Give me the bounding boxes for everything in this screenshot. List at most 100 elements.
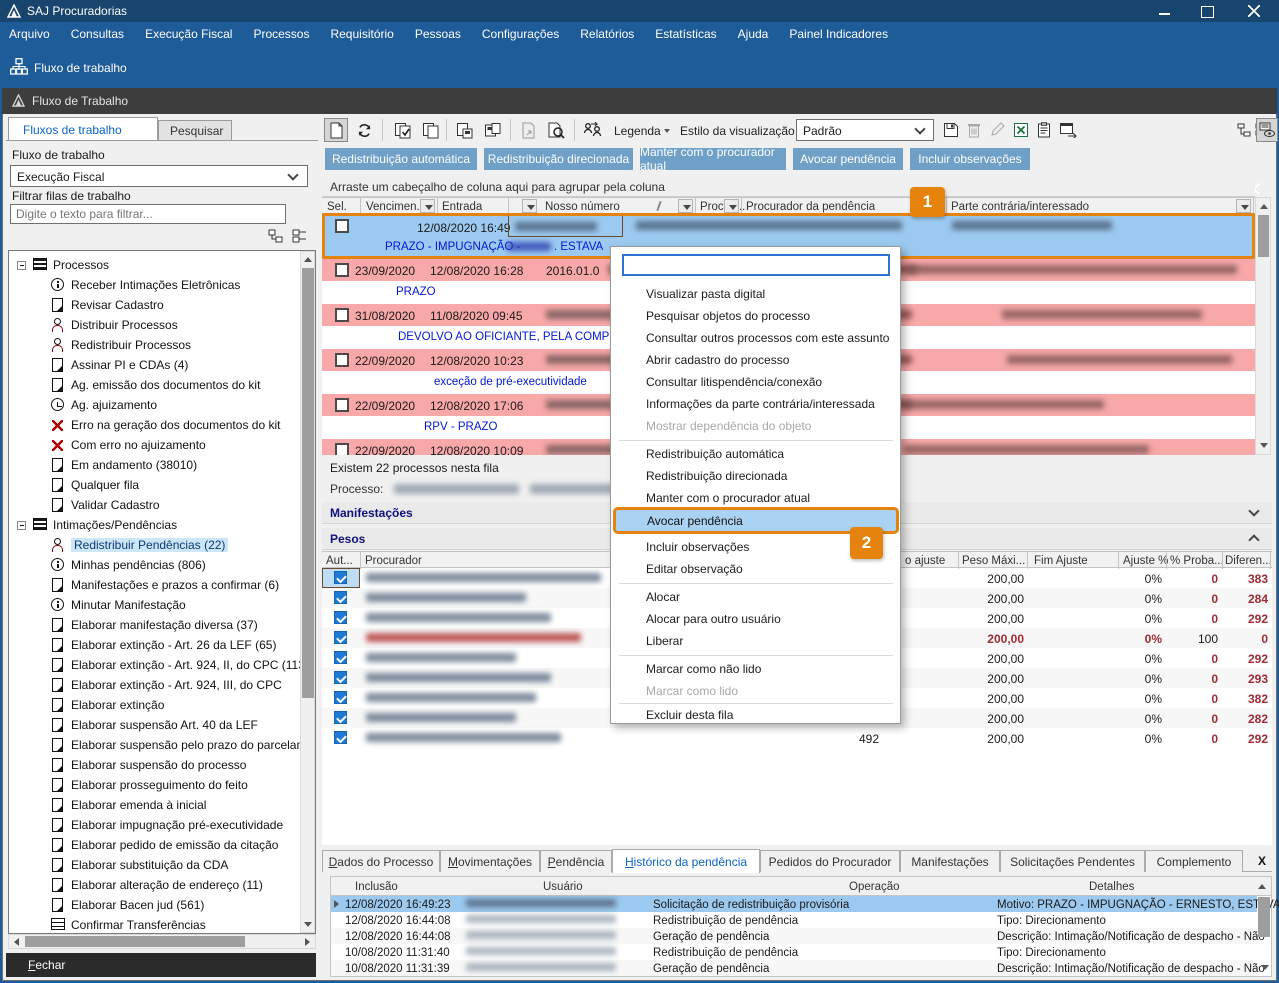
send-window-icon[interactable] [1056, 118, 1080, 142]
tree-item[interactable]: Elaborar alteração de endereço (11) [9, 875, 309, 895]
user-visibility-icon[interactable] [1256, 118, 1278, 142]
col-detalhes[interactable]: Detalhes [1089, 881, 1135, 893]
aut-checkbox[interactable] [334, 731, 347, 744]
menu-item-excluir-fila[interactable]: Excluir desta fila [646, 708, 734, 722]
grid-row-selected[interactable]: 12/08/2020 16:49 PRAZO - IMPUGNAÇÃO - . … [322, 214, 1255, 259]
menu-item-editar-observacao[interactable]: Editar observação [646, 562, 743, 576]
filter-vencimento-icon[interactable] [420, 199, 435, 213]
pesos-row[interactable]: 492 200,00 0% 0 292 [322, 728, 1272, 748]
tree-item[interactable]: Minutar Manifestação [9, 595, 309, 615]
tree-item-selected[interactable]: Redistribuir Pendências (22) [9, 535, 309, 555]
refresh-icon[interactable] [352, 118, 376, 142]
collapse-icon[interactable] [17, 261, 26, 270]
tree-item[interactable]: Assinar PI e CDAs (4) [9, 355, 309, 375]
col-fim-ajuste[interactable]: Fim Ajuste [1034, 555, 1088, 567]
copy-page-icon[interactable] [418, 118, 442, 142]
menu-ajuda[interactable]: Ajuda [737, 27, 769, 41]
menu-arquivo[interactable]: Arquivo [9, 27, 50, 41]
col-sel[interactable]: Sel. [327, 201, 347, 213]
col-usuario[interactable]: Usuário [543, 881, 583, 893]
filter-parte-icon[interactable] [1236, 199, 1251, 213]
menu-item-pesquisar-objetos[interactable]: Pesquisar objetos do processo [646, 309, 811, 323]
tree-item[interactable]: Ag. ajuizamento [9, 395, 309, 415]
legenda-dropdown[interactable]: Legenda [614, 124, 661, 138]
pesos-row[interactable]: 200,00 0% 0 383 [322, 568, 1272, 588]
tab-dados-processo[interactable]: Dados do Processo [322, 850, 440, 872]
tree-item[interactable]: Qualquer fila [9, 475, 309, 495]
shortcut-fluxo-trabalho[interactable]: Fluxo de trabalho [34, 61, 127, 75]
tree-item[interactable]: Elaborar impugnação pré-executividade [9, 815, 309, 835]
tree-item[interactable]: Elaborar manifestação diversa (37) [9, 615, 309, 635]
filter-input[interactable] [10, 204, 286, 224]
scroll-up-icon[interactable] [1258, 884, 1266, 889]
aut-checkbox[interactable] [334, 571, 347, 584]
history-row[interactable]: 12/08/2020 16:44:08 Redistribuição de pe… [345, 915, 1106, 927]
hierarchy-collapse-icon[interactable] [1236, 118, 1254, 142]
tree-item[interactable]: Elaborar Bacen jud (561) [9, 895, 309, 915]
col-aut[interactable]: Aut... [326, 555, 353, 567]
tree-item[interactable]: Confirmar Transferências [9, 915, 309, 933]
collapse-icon[interactable] [17, 521, 26, 530]
tree-item[interactable]: Elaborar substituição da CDA [9, 855, 309, 875]
row-checkbox[interactable] [335, 443, 349, 455]
scroll-down-icon[interactable] [1261, 965, 1269, 970]
menu-item-liberar[interactable]: Liberar [646, 634, 684, 648]
notes-icon[interactable] [1033, 118, 1055, 142]
tree-item[interactable]: Com erro no ajuizamento [9, 435, 309, 455]
estilo-combo[interactable]: Padrão [796, 119, 934, 141]
aut-checkbox[interactable] [334, 631, 347, 644]
tab-movimentacoes[interactable]: Movimentações [440, 850, 540, 872]
menu-consultas[interactable]: Consultas [70, 27, 125, 41]
redistribuicao-direcionada-button[interactable]: Redistribuição direcionada [484, 148, 633, 170]
aut-checkbox[interactable] [334, 611, 347, 624]
tree-item[interactable]: Elaborar extinção - Art. 26 da LEF (65) [9, 635, 309, 655]
filter-processo-icon[interactable] [724, 199, 739, 213]
select-pages-icon[interactable] [390, 118, 414, 142]
pesos-row[interactable]: 200,00 0% 0 382 [322, 688, 1272, 708]
col-operacao[interactable]: Operação [849, 881, 900, 893]
aut-checkbox[interactable] [334, 711, 347, 724]
aut-checkbox[interactable] [334, 691, 347, 704]
redistribuicao-automatica-button[interactable]: Redistribuição automática [325, 148, 477, 170]
tree-item[interactable]: Em andamento (38010) [9, 455, 309, 475]
tree-item[interactable]: Ag. emissão dos documentos do kit [9, 375, 309, 395]
aut-checkbox[interactable] [334, 591, 347, 604]
col-diferenca[interactable]: Diferen... [1225, 555, 1272, 567]
menu-item-litispendencia[interactable]: Consultar litispendência/conexão [646, 375, 823, 389]
row-checkbox[interactable] [335, 308, 349, 322]
row-checkbox[interactable] [335, 263, 349, 277]
menu-item-marcar-nao-lido[interactable]: Marcar como não lido [646, 662, 762, 676]
incluir-observacoes-button[interactable]: Incluir observações [910, 148, 1030, 170]
tree-item[interactable]: Processos [9, 255, 309, 275]
history-row-selected[interactable]: 12/08/2020 16:49:23 Solicitação de redis… [331, 896, 1279, 912]
col-nosso-numero[interactable]: Nosso número [545, 201, 620, 213]
menu-item-redistribuicao-direcionada[interactable]: Redistribuição direcionada [646, 469, 788, 483]
tab-pesquisar[interactable]: Pesquisar [158, 120, 232, 140]
col-inicio-ajuste[interactable]: o ajuste [905, 555, 946, 567]
aut-checkbox[interactable] [334, 651, 347, 664]
copy-save-icon[interactable] [452, 118, 476, 142]
menu-item-manter-procurador[interactable]: Manter com o procurador atual [646, 491, 811, 505]
history-row[interactable]: 10/08/2020 11:31:40 Redistribuição de pe… [345, 947, 1106, 959]
export-excel-icon[interactable] [1010, 118, 1032, 142]
history-scrollbar[interactable] [1258, 897, 1270, 937]
row-checkbox[interactable] [335, 398, 349, 412]
col-peso-maximo[interactable]: Peso Máxi... [962, 555, 1026, 567]
tab-pendencia[interactable]: Pendência [540, 850, 612, 872]
tree-item[interactable]: Elaborar prosseguimento do feito [9, 775, 309, 795]
row-checkbox[interactable] [335, 353, 349, 367]
tree-item[interactable]: Intimações/Pendências [9, 515, 309, 535]
tree-vertical-scrollbar[interactable] [300, 251, 315, 933]
tree-item[interactable]: Elaborar extinção - Art. 924, II, do CPC… [9, 655, 309, 675]
menu-execucao-fiscal[interactable]: Execução Fiscal [145, 27, 233, 41]
tab-complemento[interactable]: Complemento [1145, 850, 1243, 872]
col-entrada[interactable]: Entrada [442, 201, 483, 213]
redistribute-users-icon[interactable] [580, 118, 604, 142]
menu-processos[interactable]: Processos [253, 27, 310, 41]
tree-item[interactable]: Elaborar suspensão pelo prazo do parcela… [9, 735, 309, 755]
flow-select[interactable]: Execução Fiscal [10, 165, 308, 187]
menu-item-consultar-outros[interactable]: Consultar outros processos com este assu… [646, 331, 890, 345]
save-pages-icon[interactable] [480, 118, 504, 142]
tab-fluxos-de-trabalho[interactable]: Fluxos de trabalho [8, 117, 158, 140]
col-parte-contraria[interactable]: Parte contrária/interessado [951, 201, 1090, 213]
